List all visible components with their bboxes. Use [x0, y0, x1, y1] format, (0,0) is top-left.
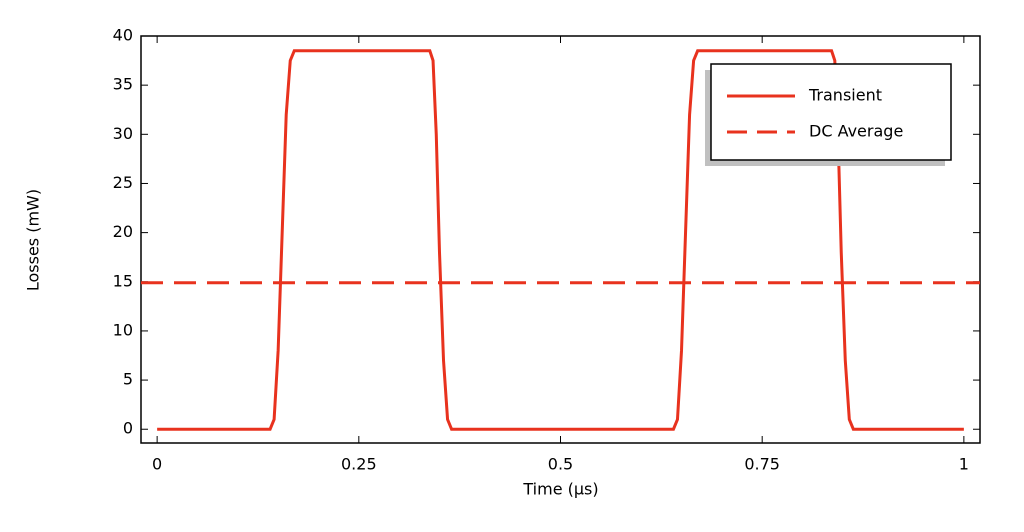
legend	[710, 63, 952, 161]
legend-label: Transient	[808, 86, 882, 105]
y-axis-label: Losses (mW)	[24, 189, 43, 291]
y-tick-label: 20	[113, 222, 133, 241]
x-tick-label: 0	[152, 455, 162, 474]
y-tick-label: 15	[113, 271, 133, 290]
x-tick-label: 0.75	[744, 455, 780, 474]
y-tick-label: 40	[113, 26, 133, 45]
y-tick-label: 10	[113, 320, 133, 339]
y-tick-label: 5	[123, 370, 133, 389]
y-tick-label: 35	[113, 75, 133, 94]
x-axis-label: Time (µs)	[522, 480, 598, 499]
x-tick-label: 0.25	[341, 455, 377, 474]
x-tick-label: 1	[959, 455, 969, 474]
x-tick-label: 0.5	[548, 455, 573, 474]
y-tick-label: 25	[113, 173, 133, 192]
legend-label: DC Average	[809, 122, 903, 141]
y-tick-label: 0	[123, 419, 133, 438]
y-tick-label: 30	[113, 124, 133, 143]
